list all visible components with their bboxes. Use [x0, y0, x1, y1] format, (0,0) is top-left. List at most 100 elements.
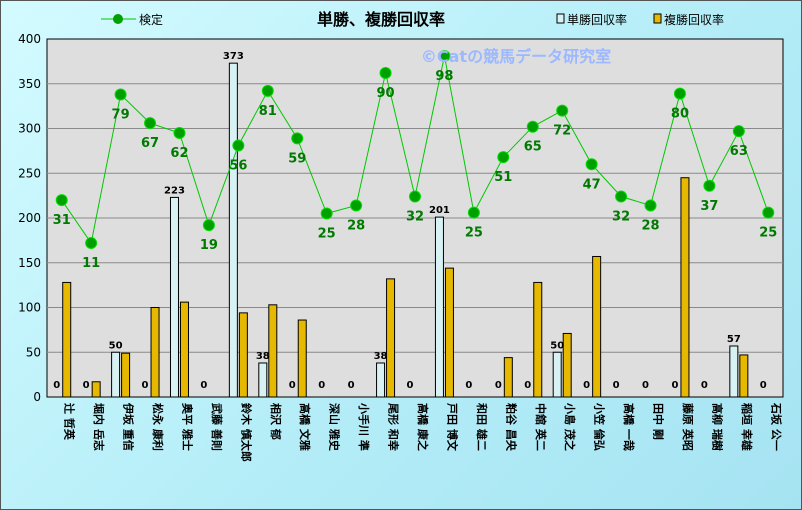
kentei-data-label: 72 — [553, 124, 571, 139]
kentei-marker — [55, 194, 68, 207]
kentei-data-label: 25 — [759, 226, 777, 241]
kentei-data-label: 81 — [259, 104, 277, 119]
tansho-data-label: 223 — [164, 185, 185, 196]
y-tick-label: 250 — [18, 166, 41, 180]
kentei-marker — [409, 190, 421, 203]
tansho-bar — [376, 362, 386, 398]
y-tick-label: 100 — [18, 301, 41, 315]
kentei-data-label: 28 — [347, 218, 365, 233]
x-tick-label: 高橋 一哉 — [622, 403, 636, 451]
kentei-data-label: 37 — [700, 199, 718, 214]
x-tick-label: 高橋 康之 — [416, 403, 430, 451]
kentei-marker — [497, 151, 510, 164]
kentei-marker — [173, 126, 186, 139]
x-tick-label: 小島 茂之 — [563, 402, 577, 451]
legend: 検定 単勝回収率 複勝回収率 — [101, 12, 724, 27]
x-tick-label: 高橋 文雅 — [298, 403, 312, 451]
fukusho-bar — [179, 301, 189, 398]
fukusho-bar — [739, 354, 749, 398]
fukusho-bar — [386, 278, 396, 398]
kentei-data-label: 51 — [494, 170, 512, 185]
x-tick-label: 藤原 英昭 — [681, 403, 695, 451]
tansho-data-label: 50 — [109, 340, 123, 351]
kentei-marker — [379, 67, 392, 80]
tansho-data-label: 0 — [53, 380, 60, 391]
tansho-data-label: 0 — [318, 380, 325, 391]
y-tick-label: 350 — [18, 77, 41, 91]
fukusho-bar — [150, 307, 160, 398]
legend-swatch-fukusho — [653, 13, 662, 24]
kentei-data-label: 19 — [200, 238, 218, 253]
kentei-data-label: 59 — [288, 151, 306, 166]
x-tick-label: 小手川 準 — [357, 402, 371, 451]
fukusho-bar — [91, 381, 101, 398]
kentei-marker — [673, 87, 686, 100]
x-tick-label: 堀内 岳志 — [92, 403, 106, 451]
tansho-data-label: 0 — [407, 380, 414, 391]
kentei-marker — [644, 199, 657, 212]
tansho-data-label: 373 — [223, 51, 244, 62]
kentei-data-label: 31 — [53, 213, 71, 228]
kentei-marker — [526, 120, 539, 133]
tansho-data-label: 0 — [465, 380, 472, 391]
tansho-bar — [729, 345, 739, 398]
kentei-marker — [556, 104, 569, 117]
fukusho-bar — [268, 304, 278, 398]
legend-label-fukusho: 複勝回収率 — [664, 12, 724, 27]
tansho-data-label: 0 — [760, 380, 767, 391]
legend-label-kentei: 検定 — [139, 12, 163, 27]
x-tick-label: 鈴木 慎太郎 — [239, 403, 253, 462]
x-tick-label: 粕谷 昌央 — [504, 403, 518, 452]
kentei-marker — [232, 139, 245, 152]
tansho-data-label: 38 — [256, 351, 270, 362]
tansho-bar — [169, 196, 179, 398]
fukusho-bar — [444, 267, 454, 398]
kentei-data-label: 80 — [671, 107, 689, 122]
x-tick-label: 和田 雄二 — [475, 403, 489, 451]
x-tick-label: 伊坂 重信 — [122, 402, 136, 451]
kentei-data-label: 11 — [82, 256, 100, 271]
fukusho-bar — [533, 281, 543, 398]
chart-title: 単勝、複勝回収率 — [317, 10, 445, 29]
x-tick-label: 武藤 善則 — [210, 403, 224, 451]
tansho-data-label: 0 — [583, 380, 590, 391]
tansho-data-label: 50 — [550, 340, 564, 351]
fukusho-bar — [62, 281, 72, 398]
kentei-marker — [320, 207, 333, 220]
y-tick-label: 0 — [33, 390, 41, 404]
legend-label-tansho: 単勝回収率 — [567, 12, 627, 27]
kentei-marker — [703, 179, 716, 192]
tansho-data-label: 0 — [200, 380, 207, 391]
tansho-data-label: 0 — [142, 380, 149, 391]
kentei-marker — [114, 88, 127, 101]
y-tick-label: 200 — [18, 211, 41, 225]
kentei-data-label: 47 — [583, 177, 601, 192]
tansho-bar — [111, 351, 121, 398]
kentei-data-label: 67 — [141, 136, 159, 151]
tansho-data-label: 0 — [642, 380, 649, 391]
tansho-data-label: 0 — [289, 380, 296, 391]
x-tick-label: 田中 剛 — [652, 403, 666, 440]
tansho-data-label: 0 — [613, 380, 620, 391]
kentei-data-label: 79 — [112, 107, 130, 122]
kentei-data-label: 90 — [377, 86, 395, 101]
y-tick-label: 300 — [18, 122, 41, 136]
fukusho-bar — [238, 312, 248, 398]
x-tick-label: 辻 哲英 — [63, 403, 77, 441]
legend-line-marker — [113, 14, 123, 24]
x-tick-label: 松永 康利 — [151, 403, 165, 451]
y-tick-label: 400 — [18, 32, 41, 46]
kentei-data-label: 65 — [524, 140, 542, 155]
tansho-bar — [552, 351, 562, 398]
kentei-marker — [202, 219, 215, 232]
kentei-marker — [615, 190, 628, 203]
y-tick-label: 150 — [18, 256, 41, 270]
tansho-data-label: 0 — [701, 380, 708, 391]
x-tick-label: 深山 雅史 — [328, 403, 342, 452]
x-tick-label: 中舘 英二 — [534, 403, 548, 451]
tansho-data-label: 0 — [348, 380, 355, 391]
kentei-data-label: 25 — [465, 226, 483, 241]
kentei-data-label: 56 — [229, 159, 247, 174]
